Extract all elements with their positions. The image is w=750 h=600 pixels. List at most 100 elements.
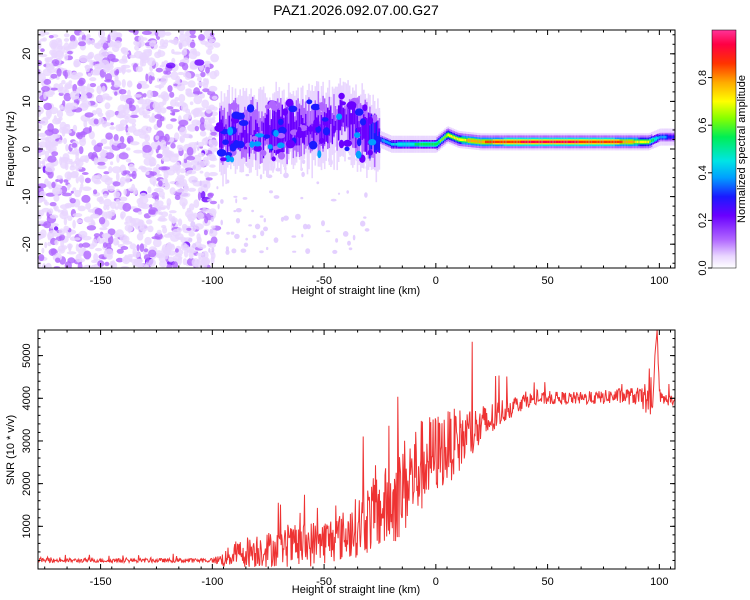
noise-blob — [160, 77, 167, 86]
noise-blob — [134, 222, 143, 230]
ridge-cell — [625, 140, 628, 144]
snr-marks — [38, 330, 675, 568]
noise-blob — [197, 161, 200, 166]
ridge-cell — [671, 135, 673, 139]
ridge-cell — [505, 140, 507, 144]
noise-blob — [325, 230, 331, 233]
noise-blob — [230, 231, 235, 235]
noise-blob — [43, 102, 52, 111]
noise-blob — [300, 196, 304, 200]
noise-blob — [139, 83, 150, 89]
noise-blob — [54, 205, 59, 212]
noise-blob — [157, 94, 165, 98]
noise-blob — [151, 236, 161, 240]
noise-blob — [65, 144, 69, 152]
noise-blob — [188, 112, 192, 120]
ridge-cell — [350, 113, 353, 125]
ridge-cell — [445, 134, 448, 137]
noise-blob — [127, 126, 137, 133]
noise-blob — [108, 235, 114, 245]
noise-blob — [165, 123, 174, 130]
noise-blob — [70, 162, 75, 168]
ridge-cell — [500, 140, 503, 144]
noise-blob — [115, 124, 123, 132]
noise-blob — [48, 35, 54, 39]
top-y-axis-label: Frequency (Hz) — [5, 111, 17, 187]
ridge-cell — [611, 140, 614, 144]
noise-blob — [226, 231, 231, 235]
noise-blob — [137, 211, 143, 215]
ridge-blob — [216, 149, 227, 157]
noise-blob — [89, 59, 94, 69]
ridge-cell — [582, 140, 584, 144]
ridge-cell — [621, 140, 623, 144]
ridge-cell — [593, 140, 595, 144]
noise-blob — [76, 72, 84, 77]
noise-blob — [149, 176, 157, 185]
ridge-cell — [654, 138, 656, 141]
ridge-cell — [475, 140, 478, 143]
noise-blob — [242, 197, 248, 200]
ridge-cell — [366, 117, 368, 155]
ridge-blob — [227, 126, 234, 136]
noise-blob — [148, 209, 156, 215]
ridge-cell — [488, 140, 490, 144]
noise-blob — [120, 213, 124, 219]
noise-blob — [144, 194, 153, 199]
ridge-cell — [397, 143, 399, 146]
noise-blob — [93, 118, 99, 125]
ridge-cell — [588, 140, 590, 144]
ridge-cell — [327, 107, 329, 144]
noise-blob — [69, 90, 80, 100]
noise-blob — [178, 119, 189, 127]
noise-blob — [233, 195, 238, 198]
colorbar-gradient — [711, 29, 737, 269]
noise-blob — [364, 192, 368, 198]
noise-blob — [189, 101, 194, 106]
noise-blob — [112, 79, 122, 88]
noise-blob — [176, 83, 186, 92]
noise-blob — [156, 153, 163, 159]
ridge-cell — [255, 119, 257, 142]
noise-blob — [127, 118, 137, 124]
noise-blob — [93, 157, 98, 166]
x-tick-label: 100 — [650, 275, 668, 287]
noise-blob — [258, 165, 261, 170]
noise-blob — [121, 256, 131, 265]
ridge-cell — [273, 116, 276, 131]
noise-blob — [79, 31, 85, 36]
noise-blob — [85, 202, 91, 210]
noise-blob — [56, 175, 63, 180]
ridge-blob — [354, 132, 361, 139]
noise-blob — [97, 161, 106, 166]
noise-blob — [87, 73, 92, 77]
noise-blob — [122, 51, 129, 55]
noise-blob — [85, 34, 89, 44]
noise-blob — [107, 53, 116, 61]
x-tick-label: -50 — [316, 576, 332, 588]
noise-blob — [211, 106, 218, 111]
noise-blob — [90, 39, 96, 46]
noise-blob — [186, 246, 190, 253]
ridge-cell — [511, 140, 514, 144]
colorbar-tick-label: 0.6 — [697, 118, 709, 133]
noise-blob — [186, 146, 194, 156]
noise-blob — [51, 59, 60, 67]
noise-blob — [188, 251, 194, 259]
noise-blob — [83, 250, 92, 260]
noise-blob — [159, 38, 165, 48]
ridge-cell — [622, 140, 625, 144]
noise-blob — [179, 197, 188, 207]
ridge-cell — [503, 140, 506, 144]
noise-blob — [120, 246, 129, 250]
ridge-blob — [285, 139, 295, 149]
ridge-blob — [315, 125, 322, 133]
noise-blob — [71, 71, 78, 77]
ridge-cell — [483, 140, 486, 144]
noise-blob — [44, 241, 48, 249]
noise-blob — [194, 125, 200, 132]
noise-blob — [192, 212, 198, 218]
noise-blob — [138, 35, 144, 43]
ridge-cell — [508, 140, 511, 144]
ridge-cell — [522, 140, 525, 144]
